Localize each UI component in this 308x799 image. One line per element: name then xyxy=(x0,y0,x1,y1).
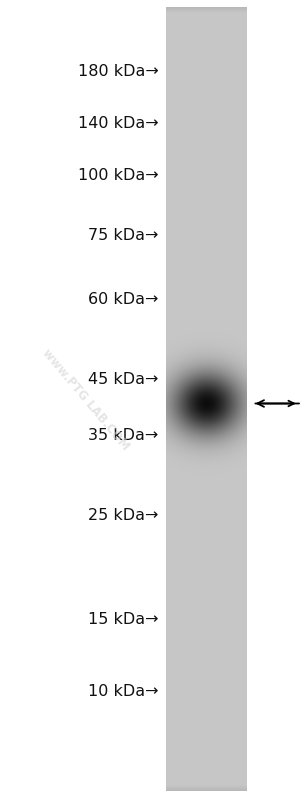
Text: 140 kDa→: 140 kDa→ xyxy=(78,117,159,131)
Text: 15 kDa→: 15 kDa→ xyxy=(88,612,159,626)
Text: 100 kDa→: 100 kDa→ xyxy=(78,169,159,183)
Text: 35 kDa→: 35 kDa→ xyxy=(88,428,159,443)
Text: 180 kDa→: 180 kDa→ xyxy=(78,65,159,79)
Text: 60 kDa→: 60 kDa→ xyxy=(88,292,159,307)
Text: 25 kDa→: 25 kDa→ xyxy=(88,508,159,523)
Text: 10 kDa→: 10 kDa→ xyxy=(88,684,159,698)
Text: www.PTG LAB.COM: www.PTG LAB.COM xyxy=(40,346,132,453)
Text: 75 kDa→: 75 kDa→ xyxy=(88,229,159,243)
Text: 45 kDa→: 45 kDa→ xyxy=(88,372,159,387)
